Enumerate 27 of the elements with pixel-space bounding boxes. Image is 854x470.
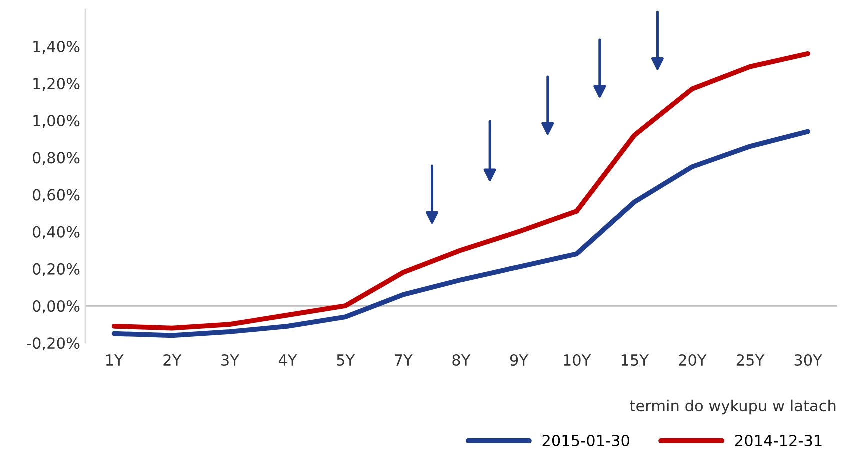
legend-label: 2015-01-30 — [542, 434, 630, 447]
y-tick-label: 0,40% — [33, 226, 80, 240]
y-tick-label: 1,00% — [34, 115, 80, 128]
x-tick-label: 5Y — [337, 354, 356, 366]
x-axis-title: termin do wykupu w latach — [630, 400, 836, 415]
legend-label: 2014-12-31 — [736, 434, 822, 447]
x-tick-label: 1Y — [106, 354, 124, 366]
line-series — [112, 129, 810, 338]
line-series — [112, 51, 810, 331]
x-tick-label: 10Y — [564, 354, 592, 366]
y-tick-label: 1,20% — [34, 78, 80, 92]
y-tick-label: 0,60% — [33, 189, 80, 202]
x-tick-label: 15Y — [622, 354, 650, 366]
x-tick-label: 8Y — [452, 354, 471, 366]
x-tick-label: 30Y — [794, 354, 822, 366]
x-tick-label: 9Y — [510, 354, 529, 366]
x-tick-label: 7Y — [395, 354, 413, 366]
y-tick-label: 1,40% — [34, 40, 80, 54]
y-tick-label: -0,20% — [27, 338, 80, 351]
x-tick-label: 4Y — [278, 354, 298, 366]
x-tick-label: 25Y — [736, 354, 765, 366]
y-tick-label: 0,00% — [33, 300, 80, 314]
y-tick-label: 0,20% — [33, 263, 80, 277]
y-tick-label: 0,80% — [33, 152, 80, 166]
x-tick-label: 20Y — [679, 354, 707, 366]
x-tick-label: 2Y — [164, 354, 182, 366]
x-tick-label: 3Y — [222, 354, 240, 366]
